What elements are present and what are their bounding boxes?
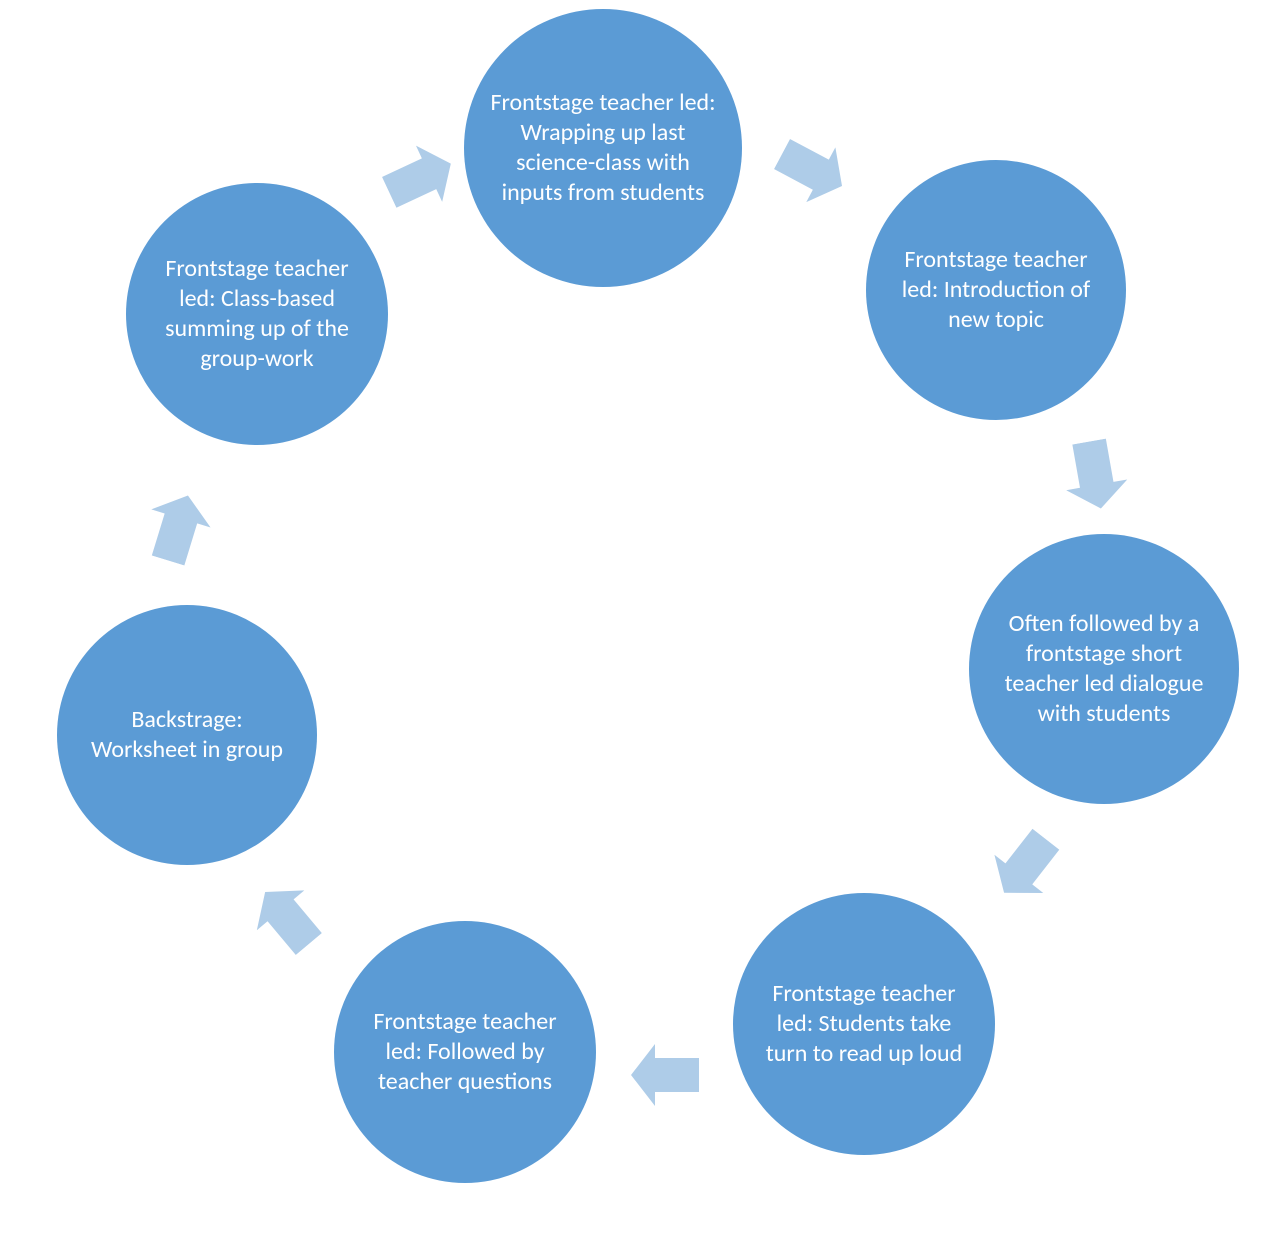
cycle-node-label: Frontstage teacher led: Students take tu… xyxy=(757,979,971,1069)
cycle-node-6: Frontstage teacher led: Class-based summ… xyxy=(126,183,388,445)
cycle-node-4: Frontstage teacher led: Followed by teac… xyxy=(334,921,596,1183)
cycle-arrow-6 xyxy=(376,136,464,221)
cycle-node-1: Frontstage teacher led: Introduction of … xyxy=(866,160,1126,420)
cycle-arrow-4 xyxy=(241,872,332,964)
cycle-node-0: Frontstage teacher led: Wrapping up last… xyxy=(464,9,742,287)
cycle-node-5: Backstrage: Worksheet in group xyxy=(57,605,317,865)
cycle-arrow-2 xyxy=(980,820,1071,912)
cycle-arrow-0 xyxy=(767,127,856,214)
cycle-arrow-3 xyxy=(631,1044,699,1106)
cycle-diagram: Frontstage teacher led: Wrapping up last… xyxy=(0,0,1280,1254)
cycle-node-label: Frontstage teacher led: Class-based summ… xyxy=(150,254,364,374)
cycle-node-3: Frontstage teacher led: Students take tu… xyxy=(733,893,995,1155)
cycle-node-label: Often followed by a frontstage short tea… xyxy=(993,609,1215,729)
cycle-node-label: Frontstage teacher led: Wrapping up last… xyxy=(488,88,718,208)
cycle-arrow-1 xyxy=(1059,436,1132,514)
cycle-node-label: Frontstage teacher led: Followed by teac… xyxy=(358,1007,572,1097)
cycle-node-label: Backstrage: Worksheet in group xyxy=(81,705,293,765)
cycle-node-label: Frontstage teacher led: Introduction of … xyxy=(890,245,1102,335)
cycle-arrow-5 xyxy=(138,486,217,569)
cycle-node-2: Often followed by a frontstage short tea… xyxy=(969,534,1239,804)
